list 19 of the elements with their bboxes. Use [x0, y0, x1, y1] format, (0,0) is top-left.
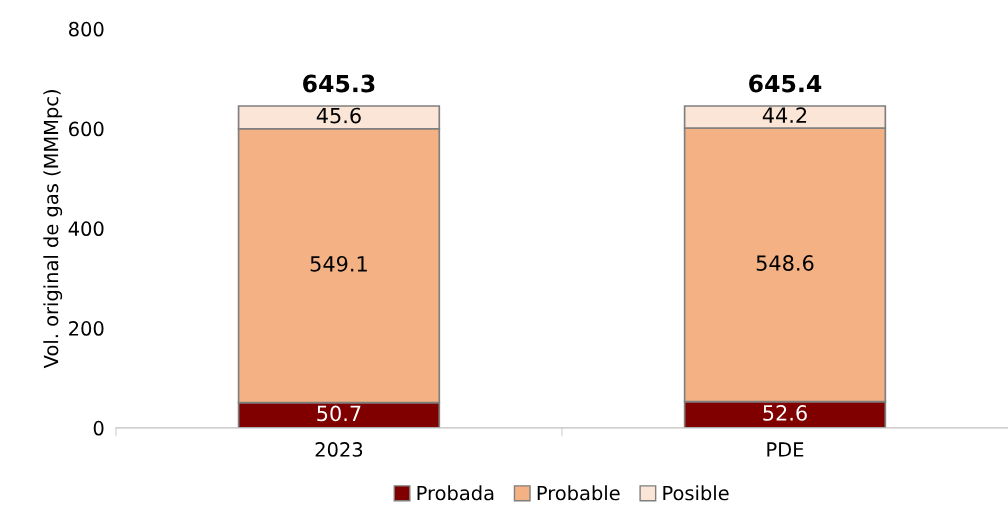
legend-label: Posible	[663, 485, 729, 501]
total-label: 645.4	[749, 74, 822, 93]
y-tick-label: 800	[69, 21, 104, 37]
data-label: 50.7	[317, 405, 361, 422]
data-label: 52.6	[763, 405, 807, 421]
data-label: 44.2	[762, 107, 807, 123]
data-label: 549.1	[310, 255, 367, 272]
legend-label: Probada	[417, 485, 494, 501]
y-tick-label: 400	[68, 221, 104, 237]
legend-label: Probable	[537, 485, 620, 501]
x-tick-label: 2023	[315, 442, 363, 457]
x-tick-label: PDE	[767, 442, 804, 457]
total-label: 645.3	[303, 74, 375, 93]
data-label: 548.6	[756, 255, 814, 271]
y-tick-label: 200	[69, 321, 104, 336]
y-axis-title: Vol. original de gas (MMMpc)	[43, 90, 63, 369]
data-label: 45.6	[316, 107, 361, 124]
y-tick-label: 0	[93, 420, 104, 436]
y-tick-label: 600	[69, 121, 104, 137]
